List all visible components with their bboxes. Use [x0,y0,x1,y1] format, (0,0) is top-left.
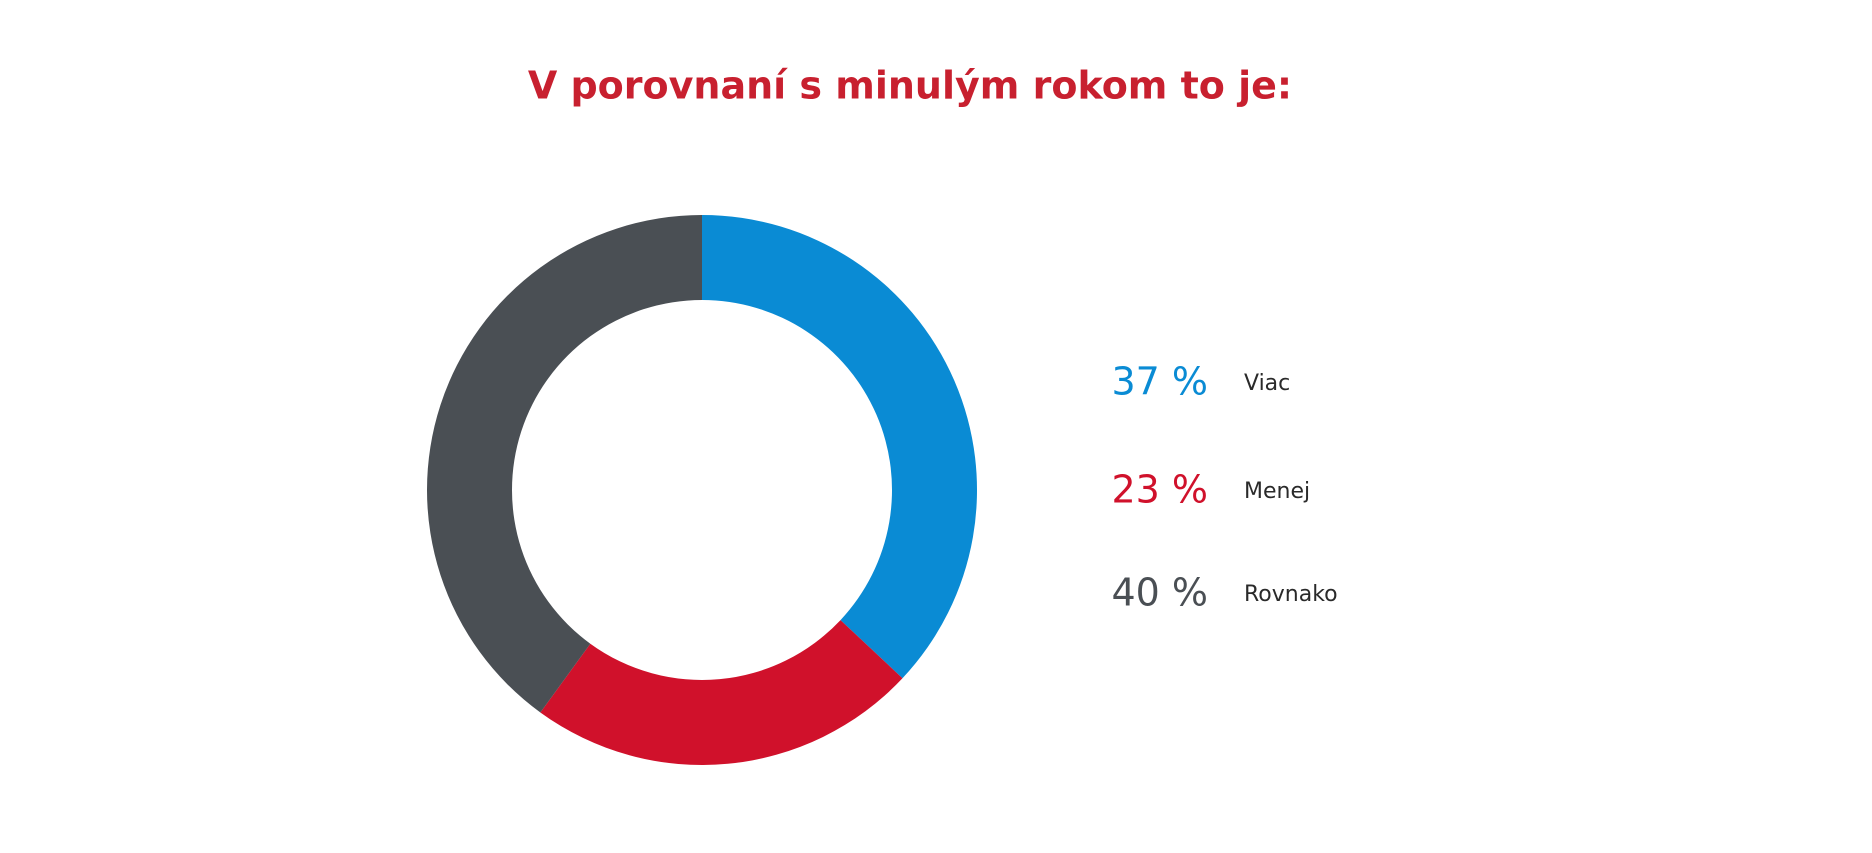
legend-value: 23 % [1111,468,1208,512]
chart-title: V porovnaní s minulým rokom to je: [528,64,1292,108]
donut-segment [427,215,702,713]
legend-value: 37 % [1111,360,1208,404]
legend-value: 40 % [1111,571,1208,615]
donut-segment [702,215,977,679]
donut-segment [540,620,903,765]
legend-label: Viac [1244,371,1290,396]
legend-label: Rovnako [1244,582,1338,607]
legend-label: Menej [1244,479,1310,504]
